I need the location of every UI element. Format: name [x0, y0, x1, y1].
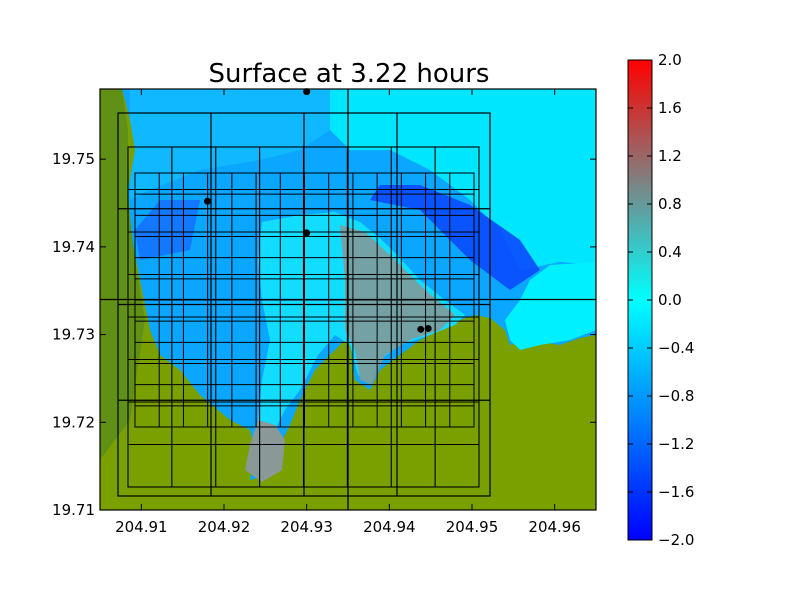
colorbar-tick-label: 2.0	[658, 51, 682, 69]
x-axis: 204.91 204.92 204.93 204.94 204.95 204.96	[115, 89, 581, 536]
gauge-point	[424, 324, 432, 332]
y-tick-label: 19.74	[52, 238, 95, 256]
y-tick-label: 19.75	[52, 150, 95, 168]
y-tick-label: 19.72	[52, 413, 95, 431]
y-tick-label: 19.71	[52, 501, 95, 519]
gauge-point	[303, 229, 311, 237]
colorbar: 2.0 1.6 1.2 0.8 0.4 0.0 −0.4 −0.8 −1.2 −1.6 −2.0	[627, 51, 694, 549]
x-tick-label: 204.91	[115, 518, 168, 536]
colorbar-tick-label: 0.8	[658, 195, 682, 213]
colorbar-tick-label: 1.2	[658, 147, 682, 165]
x-tick-label: 204.94	[363, 518, 416, 536]
y-axis: 19.71 19.72 19.73 19.74 19.75	[52, 150, 596, 519]
crosshair-lines	[100, 89, 596, 510]
gauge-point	[417, 325, 425, 333]
colorbar-ticks: 2.0 1.6 1.2 0.8 0.4 0.0 −0.4 −0.8 −1.2 −1.6 −2.0	[628, 51, 694, 549]
x-tick-label: 204.96	[528, 518, 581, 536]
colorbar-tick-label: 0.0	[658, 291, 682, 309]
grey-river	[245, 420, 285, 482]
y-tick-label: 19.73	[52, 326, 95, 344]
x-tick-label: 204.92	[198, 518, 251, 536]
east-shelf	[505, 262, 596, 350]
plot-frame	[99, 88, 597, 511]
land-darker-sw	[100, 89, 145, 460]
colorbar-tick-label: −0.8	[658, 387, 694, 405]
colorbar-tick-label: −2.0	[658, 531, 694, 549]
chart-title: Surface at 3.22 hours	[209, 59, 490, 89]
gauge-markers	[203, 88, 432, 333]
colorbar-tick-label: 0.4	[658, 243, 682, 261]
gauge-point	[203, 197, 211, 205]
x-tick-label: 204.93	[280, 518, 333, 536]
x-tick-label: 204.95	[446, 518, 499, 536]
colorbar-tick-label: −1.6	[658, 483, 694, 501]
land-west	[100, 89, 596, 510]
mid-water	[100, 89, 330, 200]
deep-water	[370, 185, 540, 290]
colorbar-tick-label: −0.4	[658, 339, 694, 357]
colorbar-tick-label: −1.2	[658, 435, 694, 453]
colorbar-tick-label: 1.6	[658, 99, 682, 117]
